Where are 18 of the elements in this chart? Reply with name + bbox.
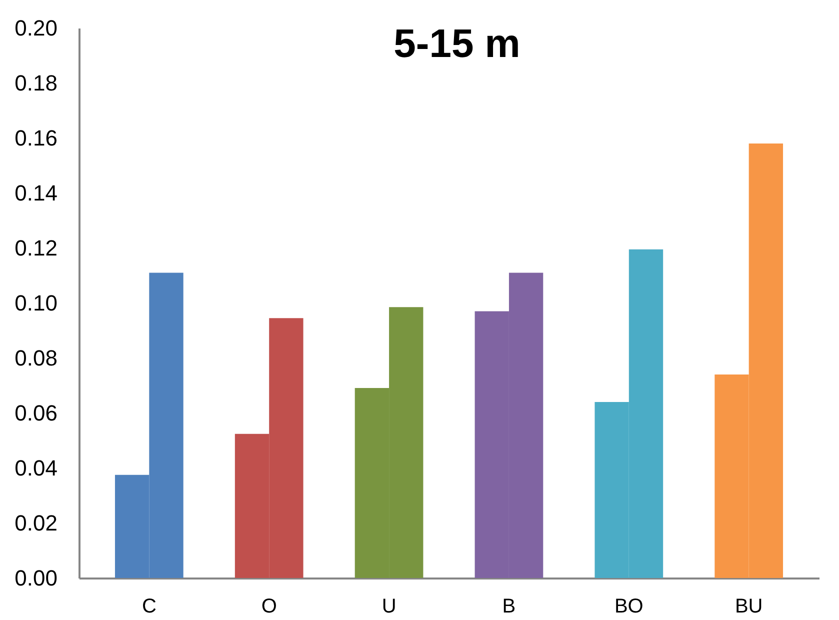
y-tick-label: 0.18 — [14, 70, 58, 96]
y-tick-label: 0.10 — [14, 290, 58, 316]
y-tick-label: 0.20 — [14, 16, 58, 40]
x-tick-label: B — [502, 596, 516, 618]
chart-title: 5-15 m — [394, 22, 520, 66]
y-tick-label: 0.16 — [14, 126, 58, 150]
x-tick-label: BU — [734, 596, 763, 618]
x-tick-label: BO — [614, 596, 644, 618]
x-tick-label: C — [142, 596, 156, 618]
y-tick-label: 0.00 — [14, 566, 58, 590]
y-tick-label: 0.04 — [14, 456, 58, 480]
y-tick-label: 0.06 — [14, 400, 58, 426]
x-tick-label: O — [261, 596, 277, 618]
y-tick-label: 0.12 — [14, 236, 58, 260]
y-tick-label: 0.14 — [14, 180, 58, 206]
x-tick-label: U — [382, 596, 396, 618]
y-tick-label: 0.02 — [14, 510, 58, 536]
y-tick-label: 0.08 — [14, 346, 58, 370]
